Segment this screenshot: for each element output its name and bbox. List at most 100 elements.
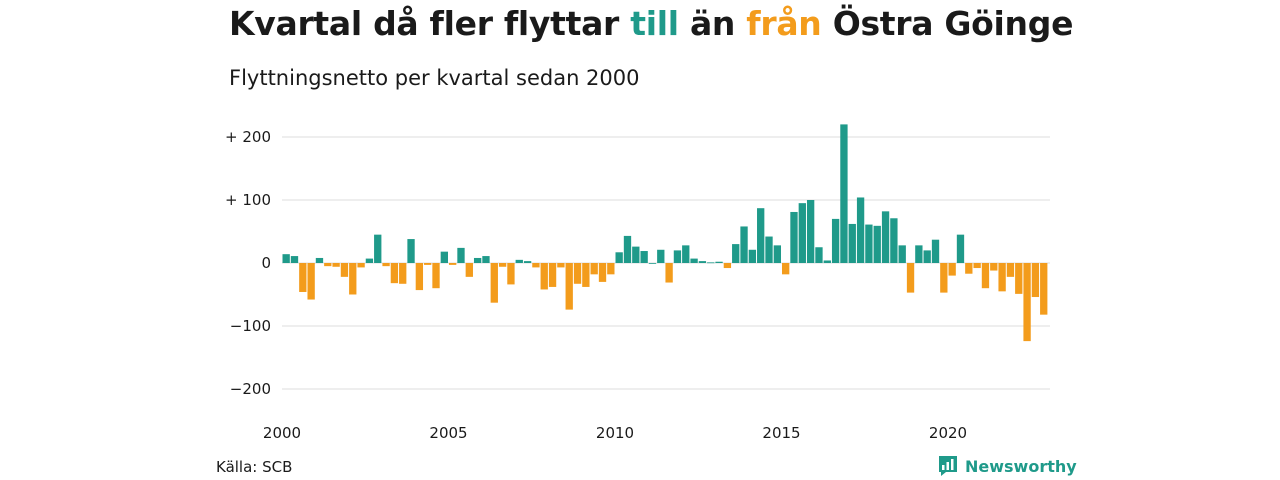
bar: [548, 263, 557, 287]
bar: [931, 239, 940, 263]
bar: [823, 260, 831, 263]
bar: [465, 263, 473, 277]
bar: [965, 263, 973, 274]
bar: [1006, 263, 1015, 277]
bar: [349, 263, 357, 295]
bar: [1015, 263, 1023, 294]
bar: [357, 263, 365, 268]
bar: [282, 254, 290, 263]
bar: [407, 239, 415, 263]
bar: [1031, 263, 1040, 298]
bar: [940, 263, 948, 293]
title-fran: från: [746, 4, 822, 43]
bar: [290, 256, 299, 263]
bar: [573, 263, 582, 284]
bar: [515, 259, 523, 263]
source-note: Källa: SCB: [216, 458, 293, 476]
bar: [782, 263, 790, 275]
bar: [590, 263, 598, 275]
y-tick-label: −200: [230, 380, 271, 398]
bar: [740, 226, 748, 263]
bar: [998, 263, 1006, 292]
brand-logo[interactable]: Newsworthy: [937, 455, 1077, 477]
bar: [399, 263, 407, 284]
bar: [890, 218, 898, 263]
title-part-2: än: [678, 4, 747, 43]
bar: [723, 263, 732, 269]
bar: [315, 257, 324, 263]
x-axis-labels: 2000 2005 2010 2015 2020: [263, 424, 967, 442]
bar: [299, 263, 307, 292]
bar: [698, 261, 707, 263]
chart-subtitle: Flyttningsnetto per kvartal sedan 2000: [229, 66, 640, 90]
bar: [665, 263, 673, 283]
chart-title: Kvartal då fler flyttar till än från Öst…: [229, 4, 1073, 43]
y-tick-label: −100: [230, 317, 271, 335]
bar: [707, 262, 715, 264]
bar: [806, 200, 815, 263]
bar: [440, 251, 448, 263]
bar: [923, 250, 931, 263]
bar: [715, 261, 723, 263]
bar: [507, 263, 515, 285]
x-tick-label: 2010: [596, 424, 634, 442]
bar: [565, 263, 573, 310]
y-axis-labels: + 200 + 100 0 −100 −200: [225, 128, 271, 398]
bar: [915, 245, 923, 263]
x-tick-label: 2020: [929, 424, 967, 442]
bar: [498, 263, 507, 267]
bar: [307, 263, 315, 300]
y-tick-label: 0: [261, 254, 271, 272]
bar: [523, 261, 532, 263]
bar: [798, 203, 806, 263]
bar: [815, 247, 823, 263]
bar: [324, 263, 332, 267]
bar: [648, 263, 657, 264]
bar: [598, 263, 607, 282]
bar: [540, 263, 548, 290]
bar: [607, 263, 615, 275]
title-part-1: Kvartal då fler flyttar: [229, 4, 631, 43]
bar: [382, 263, 390, 267]
x-tick-label: 2000: [263, 424, 301, 442]
bar: [632, 246, 640, 263]
bar: [390, 263, 399, 284]
bar: [415, 263, 424, 291]
bar: [432, 263, 440, 289]
bar: [865, 224, 873, 263]
bar: [582, 263, 590, 287]
bar: [981, 263, 990, 289]
bar: [1023, 263, 1031, 342]
bar: [457, 247, 465, 263]
bar: [732, 244, 740, 263]
bar: [881, 211, 890, 263]
bar: [757, 208, 765, 263]
x-tick-label: 2005: [429, 424, 467, 442]
bar: [765, 236, 773, 263]
chart-logo-icon: [939, 456, 957, 476]
title-part-3: Östra Göinge: [821, 4, 1074, 43]
bar: [790, 211, 798, 263]
bar: [690, 258, 698, 263]
bar: [340, 263, 349, 277]
bar: [840, 124, 848, 264]
bar: [773, 245, 781, 263]
bar: [449, 263, 457, 265]
bar-chart: + 200 + 100 0 −100 −200 2000 2005 2010 2015 2020: [225, 124, 1050, 442]
bar: [532, 263, 540, 268]
bar: [424, 263, 432, 265]
bars: [282, 124, 1048, 342]
bar: [473, 257, 482, 263]
bar: [657, 249, 665, 263]
bar: [482, 256, 490, 263]
y-tick-label: + 200: [225, 128, 271, 146]
bar: [640, 251, 648, 263]
bar: [898, 245, 906, 263]
bar: [557, 263, 565, 268]
bar: [1040, 263, 1048, 315]
brand-name: Newsworthy: [965, 456, 1077, 476]
bar: [873, 225, 881, 263]
bar: [673, 250, 682, 263]
bar: [948, 263, 956, 276]
bar: [856, 197, 865, 263]
